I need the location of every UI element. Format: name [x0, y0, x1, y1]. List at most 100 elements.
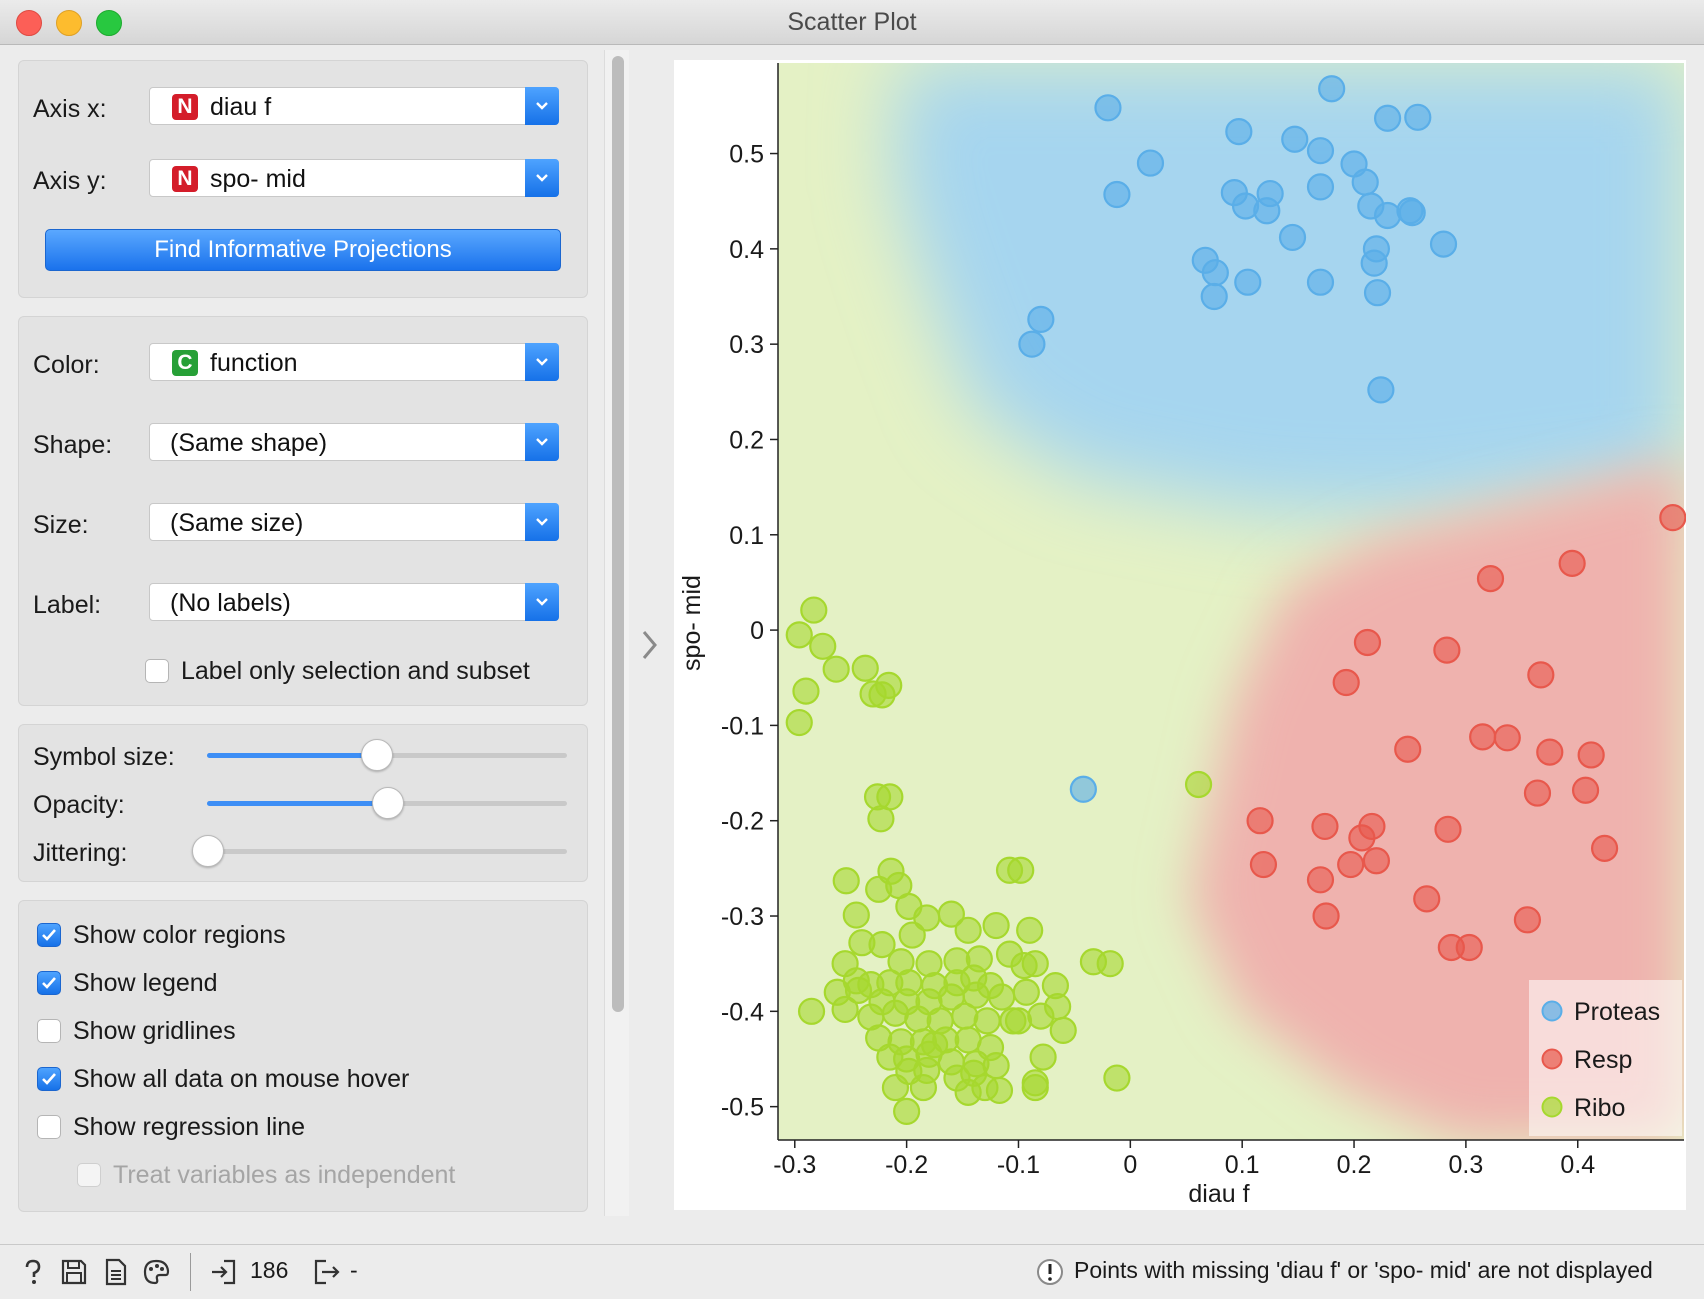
- data-point-resp[interactable]: [1311, 812, 1339, 841]
- axis-x-combo[interactable]: N diau f: [149, 87, 559, 125]
- controls-scrollbar[interactable]: [604, 50, 629, 1216]
- data-point-ribo[interactable]: [1007, 856, 1035, 884]
- data-point-resp[interactable]: [1394, 735, 1422, 763]
- data-point-resp[interactable]: [1306, 866, 1335, 894]
- data-point-proteas[interactable]: [1306, 268, 1335, 296]
- data-point-ribo[interactable]: [831, 995, 859, 1024]
- data-point-resp[interactable]: [1469, 723, 1497, 751]
- data-point-ribo[interactable]: [832, 867, 860, 895]
- data-point-ribo[interactable]: [809, 632, 837, 660]
- data-point-proteas[interactable]: [1018, 330, 1046, 358]
- color-combo[interactable]: C function: [149, 343, 559, 381]
- data-point-proteas[interactable]: [1136, 149, 1165, 177]
- close-window-button[interactable]: [16, 10, 42, 36]
- data-point-proteas[interactable]: [1200, 282, 1228, 311]
- data-point-ribo[interactable]: [954, 1026, 982, 1054]
- data-point-proteas[interactable]: [1351, 168, 1379, 196]
- data-point-proteas[interactable]: [1367, 376, 1395, 404]
- data-point-proteas[interactable]: [1234, 268, 1262, 296]
- data-point-proteas[interactable]: [1278, 223, 1307, 252]
- visual-settings-icon[interactable]: [142, 1258, 170, 1286]
- data-point-ribo[interactable]: [898, 921, 926, 949]
- data-point-resp[interactable]: [1577, 741, 1605, 769]
- data-point-ribo[interactable]: [985, 1076, 1014, 1105]
- data-point-resp[interactable]: [1523, 779, 1552, 807]
- size-combo[interactable]: (Same size): [149, 503, 559, 541]
- data-point-ribo[interactable]: [988, 983, 1016, 1011]
- data-point-proteas[interactable]: [1094, 94, 1122, 122]
- slider-handle[interactable]: [372, 787, 404, 819]
- data-point-proteas[interactable]: [1253, 197, 1281, 225]
- data-point-ribo[interactable]: [867, 805, 895, 833]
- data-point-ribo[interactable]: [1044, 992, 1072, 1021]
- data-point-ribo[interactable]: [881, 999, 910, 1027]
- data-point-proteas[interactable]: [1103, 180, 1131, 209]
- data-point-ribo[interactable]: [937, 900, 965, 928]
- data-point-ribo[interactable]: [951, 1002, 979, 1030]
- save-icon[interactable]: [60, 1258, 88, 1286]
- help-icon[interactable]: [20, 1258, 46, 1286]
- slider-handle[interactable]: [361, 739, 394, 771]
- data-point-resp[interactable]: [1493, 724, 1521, 752]
- data-point-ribo[interactable]: [800, 596, 828, 624]
- data-point-resp[interactable]: [1337, 850, 1365, 879]
- data-point-resp[interactable]: [1536, 738, 1564, 766]
- scrollbar-thumb[interactable]: [612, 56, 624, 1012]
- data-point-resp[interactable]: [1413, 885, 1441, 913]
- data-point-ribo[interactable]: [881, 1073, 910, 1102]
- data-point-ribo[interactable]: [1016, 916, 1044, 944]
- data-point-ribo[interactable]: [920, 1031, 949, 1059]
- data-point-resp[interactable]: [1571, 776, 1600, 804]
- data-point-ribo[interactable]: [1103, 1064, 1131, 1092]
- data-point-ribo[interactable]: [844, 976, 873, 1004]
- data-point-ribo[interactable]: [1021, 1073, 1049, 1102]
- shape-combo[interactable]: (Same shape): [149, 423, 559, 461]
- label-combo[interactable]: (No labels): [149, 583, 559, 621]
- data-point-resp[interactable]: [1353, 628, 1382, 657]
- data-point-proteas[interactable]: [1306, 137, 1335, 165]
- data-point-ribo[interactable]: [851, 654, 879, 682]
- data-point-ribo[interactable]: [868, 681, 896, 709]
- data-point-resp[interactable]: [1312, 902, 1340, 930]
- minimize-window-button[interactable]: [56, 10, 82, 36]
- data-point-proteas[interactable]: [1373, 201, 1402, 230]
- data-point-ribo[interactable]: [1004, 1007, 1033, 1035]
- data-point-ribo[interactable]: [982, 911, 1010, 940]
- data-point-proteas[interactable]: [1360, 249, 1388, 277]
- show-legend-checkbox[interactable]: [37, 971, 61, 995]
- data-point-ribo[interactable]: [785, 708, 813, 737]
- data-point-proteas[interactable]: [1281, 125, 1309, 153]
- label-only-selection-checkbox[interactable]: [145, 659, 169, 683]
- data-point-ribo[interactable]: [1049, 1016, 1077, 1044]
- data-point-ribo[interactable]: [1184, 770, 1213, 799]
- data-point-resp[interactable]: [1348, 824, 1376, 852]
- data-point-proteas[interactable]: [1225, 118, 1253, 146]
- data-point-resp[interactable]: [1590, 834, 1619, 862]
- data-point-ribo[interactable]: [1012, 978, 1040, 1006]
- axis-y-combo[interactable]: N spo- mid: [149, 159, 559, 197]
- data-point-ribo[interactable]: [868, 931, 896, 959]
- data-point-resp[interactable]: [1659, 504, 1687, 532]
- slider-handle[interactable]: [192, 835, 224, 867]
- find-informative-projections-button[interactable]: Find Informative Projections: [45, 229, 561, 271]
- data-point-proteas[interactable]: [1306, 173, 1335, 201]
- data-point-proteas[interactable]: [1429, 230, 1458, 258]
- show-regression-line-checkbox[interactable]: [37, 1115, 61, 1139]
- data-point-ribo[interactable]: [904, 1005, 932, 1033]
- data-point-ribo[interactable]: [973, 1007, 1001, 1035]
- show-all-data-hover-checkbox[interactable]: [37, 1067, 61, 1091]
- data-point-ribo[interactable]: [954, 916, 982, 944]
- data-point-proteas[interactable]: [1373, 104, 1402, 132]
- data-point-resp[interactable]: [1434, 815, 1462, 843]
- data-point-resp[interactable]: [1527, 661, 1555, 689]
- jittering-slider[interactable]: [192, 835, 567, 867]
- data-point-proteas[interactable]: [1069, 775, 1097, 803]
- data-point-resp[interactable]: [1332, 668, 1360, 697]
- plot-area[interactable]: -0.3 -0.2 -0.1 0 0.1 0.2 0.3 0.4 0.5 0.4 0.3 0.2 0.1…: [674, 60, 1687, 1210]
- show-color-regions-checkbox[interactable]: [37, 923, 61, 947]
- data-point-ribo[interactable]: [822, 655, 850, 683]
- data-point-resp[interactable]: [1362, 847, 1391, 875]
- data-point-ribo[interactable]: [1021, 950, 1049, 978]
- opacity-slider[interactable]: [207, 787, 567, 819]
- data-point-ribo[interactable]: [893, 1097, 921, 1126]
